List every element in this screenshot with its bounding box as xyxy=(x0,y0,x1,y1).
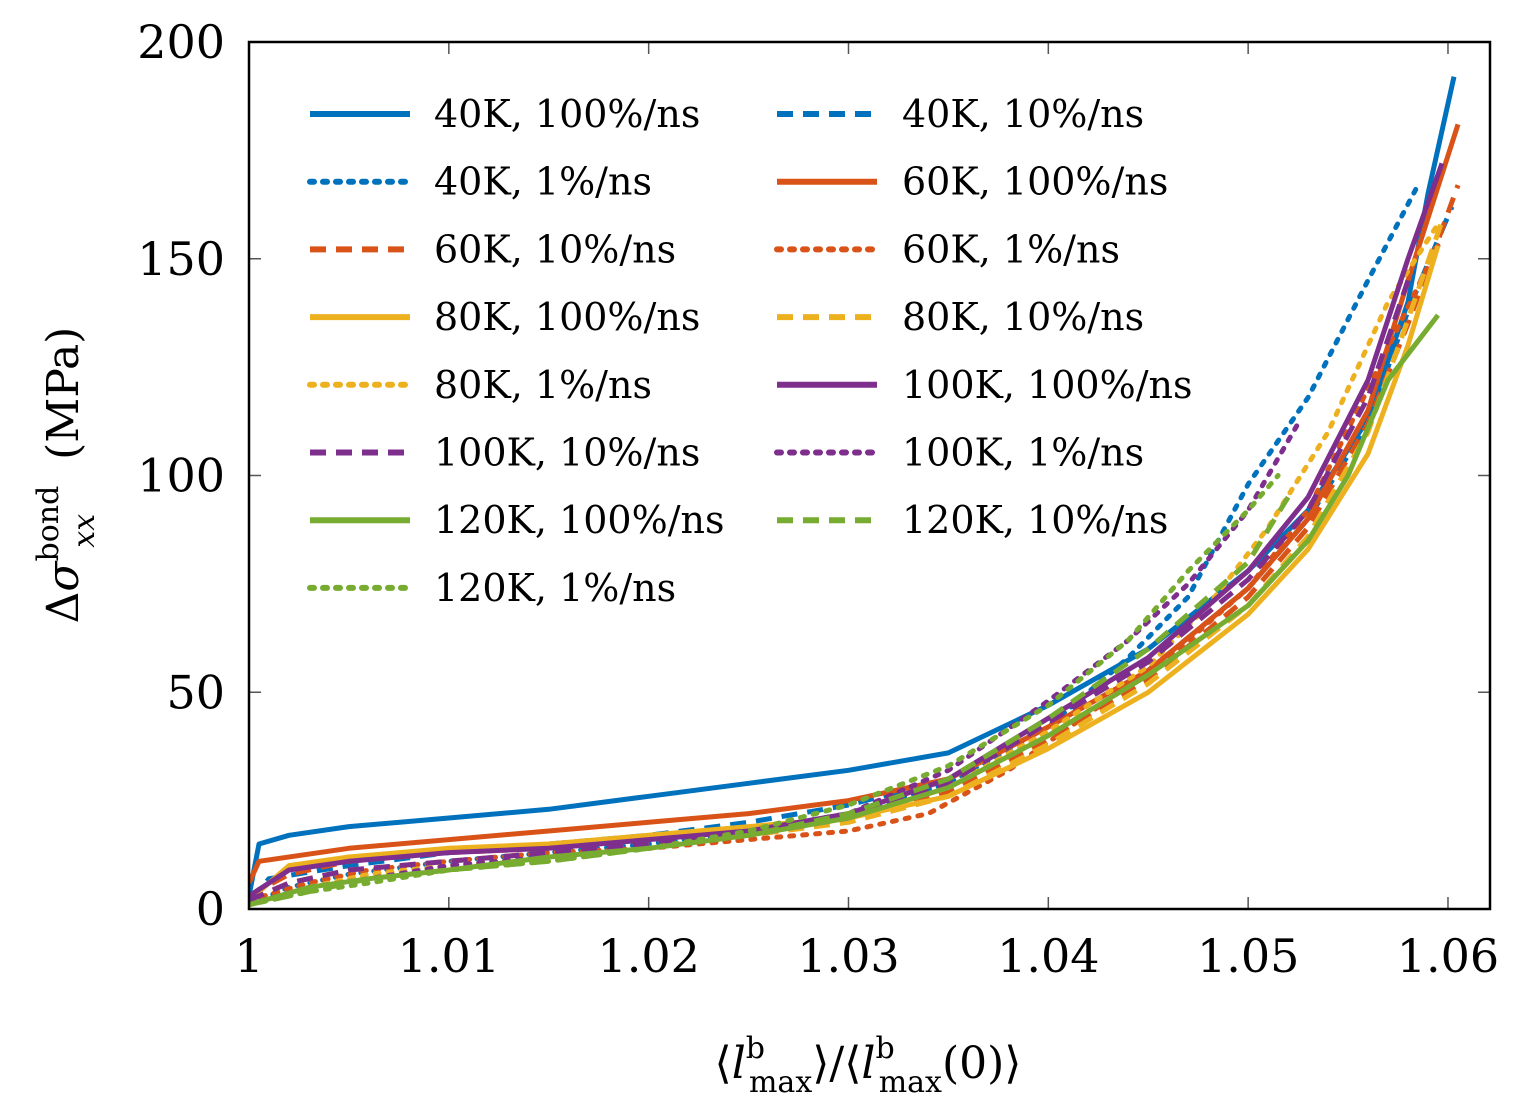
series-line-14 xyxy=(249,473,1281,908)
legend-label-6: 80K, 100%/ns xyxy=(434,295,700,339)
legend-label-11: 100K, 1%/ns xyxy=(902,431,1144,475)
legend-label-2: 40K, 1%/ns xyxy=(434,160,652,204)
y-tick-label: 100 xyxy=(137,449,225,503)
x-tick-label: 1 xyxy=(234,929,263,983)
series-line-10 xyxy=(249,279,1411,903)
x-axis-label: ⟨lb max⟩/⟨lb max(0)⟩ xyxy=(715,1031,1022,1100)
legend-label-5: 60K, 1%/ns xyxy=(902,227,1120,271)
series-line-2 xyxy=(249,182,1421,908)
y-axis-label: Δσbondxx (MPa) xyxy=(31,327,102,624)
legend-label-13: 120K, 10%/ns xyxy=(902,498,1168,542)
plot-frame xyxy=(247,40,1492,911)
legend-label-0: 40K, 100%/ns xyxy=(434,92,700,136)
series-line-13 xyxy=(249,495,1291,908)
y-tick-label: 150 xyxy=(137,232,225,286)
series-line-8 xyxy=(249,221,1441,908)
series-line-9 xyxy=(249,162,1445,899)
y-tick-label: 200 xyxy=(137,15,225,69)
legend-label-12: 120K, 100%/ns xyxy=(434,498,725,542)
legend-label-8: 80K, 1%/ns xyxy=(434,363,652,407)
x-tick-label: 1.03 xyxy=(797,929,899,983)
x-tick-label: 1.02 xyxy=(597,929,699,983)
x-tick-label: 1.05 xyxy=(1197,929,1299,983)
legend-label-1: 40K, 10%/ns xyxy=(902,92,1144,136)
series-line-7 xyxy=(249,214,1447,903)
legend-label-14: 120K, 1%/ns xyxy=(434,566,676,610)
legend-label-10: 100K, 10%/ns xyxy=(434,431,700,475)
tick-labels: 1 1.01 1.02 1.03 1.04 1.05 1.06 0 50 100 150 200 xyxy=(137,15,1499,983)
x-tick-label: 1.06 xyxy=(1397,929,1499,983)
y-tick-label: 50 xyxy=(166,665,225,719)
legend-label-7: 80K, 10%/ns xyxy=(902,295,1144,339)
legend-label-4: 60K, 10%/ns xyxy=(434,227,676,271)
series-layer xyxy=(249,76,1461,908)
x-tick-label: 1.04 xyxy=(997,929,1099,983)
series-line-0 xyxy=(249,76,1457,897)
series-line-1 xyxy=(249,205,1455,902)
legend-label-9: 100K, 100%/ns xyxy=(902,363,1193,407)
legend-label-3: 60K, 100%/ns xyxy=(902,160,1168,204)
x-tick-label: 1.01 xyxy=(398,929,500,983)
legend: 40K, 100%/ns 40K, 10%/ns 40K, 1%/ns 60K, 10… xyxy=(307,92,1193,610)
y-tick-label: 0 xyxy=(196,882,225,936)
